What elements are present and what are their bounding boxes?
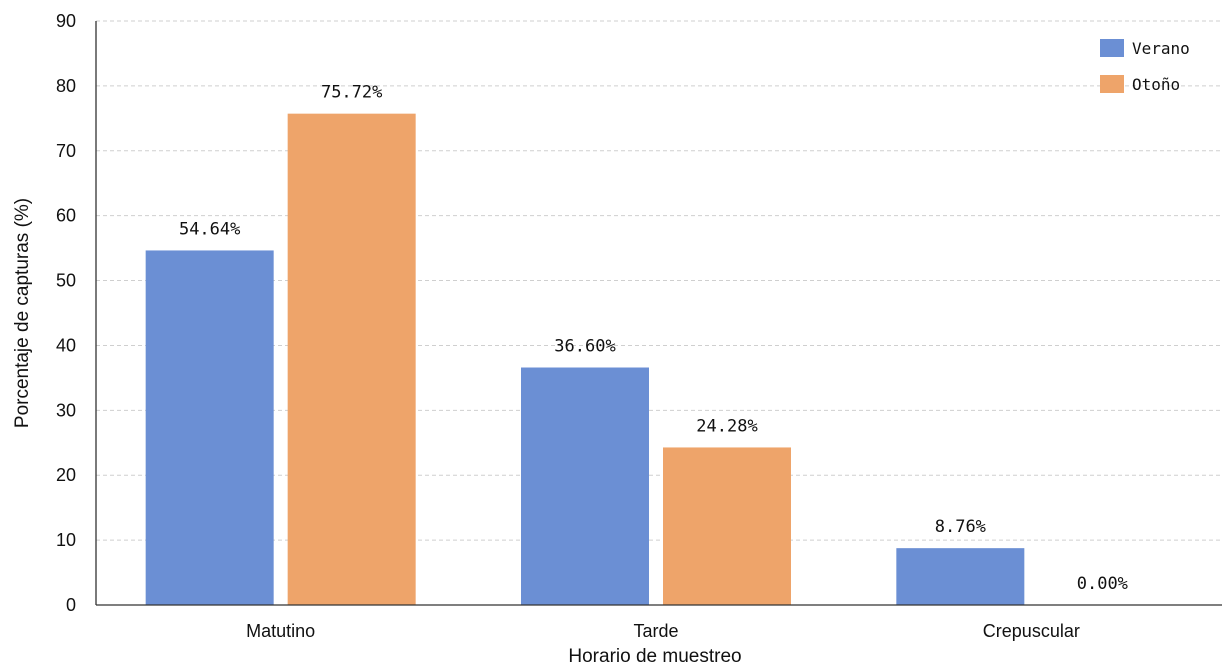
bar-otoño-tarde: [663, 447, 791, 605]
legend: Verano Otoño: [1100, 39, 1190, 94]
bars: [145, 113, 1025, 606]
grid-lines: [96, 20, 1222, 541]
bar-verano-tarde: [521, 367, 649, 605]
data-label: 8.76%: [935, 517, 986, 537]
data-label: 0.00%: [1077, 574, 1128, 594]
y-tick-label: 10: [56, 530, 76, 550]
legend-swatch: [1100, 75, 1124, 93]
y-tick-label: 30: [56, 400, 76, 420]
x-category-label: Crepuscular: [983, 621, 1080, 641]
data-label: 24.28%: [696, 416, 757, 436]
bar-verano-matutino: [145, 250, 274, 605]
bar-otoño-matutino: [287, 113, 416, 606]
x-axis-categories: Matutino Tarde Crepuscular: [246, 621, 1080, 641]
data-label: 54.64%: [179, 219, 240, 239]
legend-swatch: [1100, 39, 1124, 57]
y-tick-label: 20: [56, 465, 76, 485]
x-axis-title: Horario de muestreo: [568, 646, 741, 667]
y-tick-label: 70: [56, 141, 76, 161]
y-tick-label: 90: [56, 11, 76, 31]
y-axis-title: Porcentaje de capturas (%): [12, 198, 33, 428]
data-labels: 54.64% 75.72% 36.60% 24.28% 8.76% 0.00%: [179, 83, 1128, 594]
y-tick-label: 50: [56, 271, 76, 291]
y-tick-label: 60: [56, 206, 76, 226]
data-label: 75.72%: [321, 83, 382, 103]
y-tick-label: 0: [66, 595, 76, 615]
y-axis-ticks: 0 10 20 30 40 50 60 70 80 90: [56, 11, 76, 615]
x-category-label: Tarde: [633, 621, 678, 641]
y-tick-label: 80: [56, 76, 76, 96]
data-label: 36.60%: [554, 337, 615, 357]
legend-label: Otoño: [1132, 75, 1180, 94]
legend-label: Verano: [1132, 39, 1190, 58]
y-tick-label: 40: [56, 335, 76, 355]
x-category-label: Matutino: [246, 621, 315, 641]
bar-verano-crepuscular: [896, 548, 1025, 605]
